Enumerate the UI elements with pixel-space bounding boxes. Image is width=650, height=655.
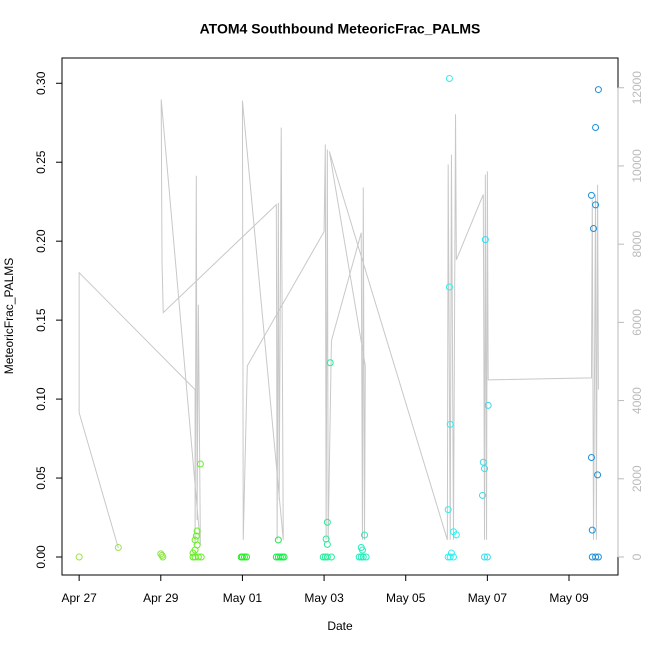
point [478,491,486,499]
y-tick-label: 0.20 [34,229,48,253]
altitude-line [78,99,599,549]
x-tick-label: May 03 [304,591,344,605]
point [114,544,122,552]
point [360,531,368,539]
point [323,518,331,526]
x-axis-label: Date [327,619,353,633]
point [594,553,602,561]
point [159,553,167,561]
point [238,553,246,561]
point [327,553,335,561]
point [240,553,248,561]
point [362,553,370,561]
point [592,123,600,131]
point [592,201,600,209]
point [594,471,602,479]
y-axis-label: MeteoricFrac_PALMS [2,258,16,374]
point [193,527,201,535]
point [481,553,489,561]
point [194,553,202,561]
point [319,553,327,561]
y-tick-label: 0.00 [34,545,48,569]
chart-title: ATOM4 Southbound MeteoricFrac_PALMS [200,21,481,37]
point [189,553,197,561]
y2-tick-label: 0 [630,553,644,560]
x-tick-label: May 01 [223,591,263,605]
y-tick-label: 0.15 [34,308,48,332]
point [196,460,204,468]
point [587,454,595,462]
point [323,553,331,561]
point [587,191,595,199]
point [357,553,365,561]
point [483,553,491,561]
point [280,553,288,561]
point [445,283,453,291]
x-tick-label: May 05 [386,591,426,605]
point [276,553,284,561]
y-tick-label: 0.10 [34,387,48,411]
point [481,465,489,473]
point [452,531,460,539]
point [323,540,331,548]
point [326,359,334,367]
y2-tick-label: 6000 [630,309,644,336]
y-tick-label: 0.05 [34,466,48,490]
point [193,541,201,549]
point [243,553,251,561]
y2-tick-label: 2000 [630,465,644,492]
point [75,553,83,561]
point [197,553,205,561]
point [594,86,602,94]
y2-tick-label: 10000 [630,149,644,183]
y2-tick-label: 12000 [630,71,644,105]
point [481,236,489,244]
y2-tick-label: 8000 [630,230,644,257]
point [446,553,454,561]
x-tick-label: May 07 [468,591,508,605]
point [355,553,363,561]
point [447,549,455,557]
point [588,526,596,534]
point [479,458,487,466]
point [446,420,454,428]
point [444,506,452,514]
x-tick-label: Apr 27 [61,591,97,605]
point [192,532,200,540]
point [484,401,492,409]
point [445,75,453,83]
point [358,546,366,554]
x-tick-label: May 09 [549,591,589,605]
point [592,553,600,561]
point [274,536,282,544]
y2-tick-label: 4000 [630,387,644,414]
point [359,553,367,561]
point [590,225,598,233]
y-tick-label: 0.25 [34,150,48,174]
y-tick-label: 0.30 [34,71,48,95]
point [449,553,457,561]
x-tick-label: Apr 29 [143,591,179,605]
